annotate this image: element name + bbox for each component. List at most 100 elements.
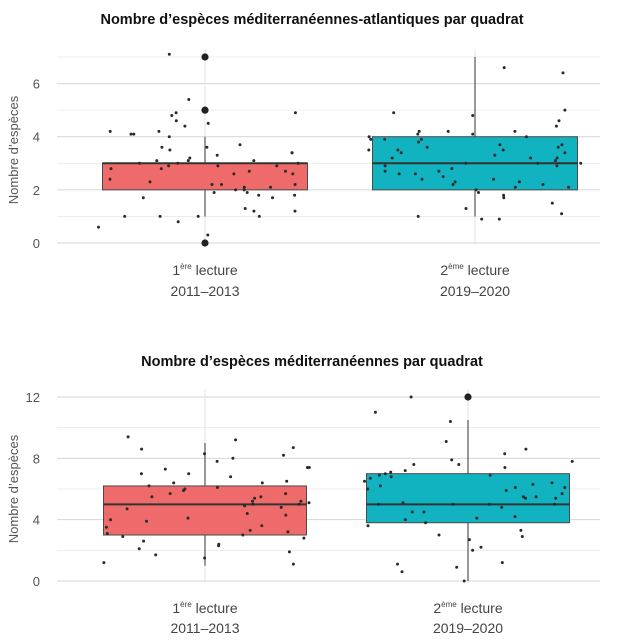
data-point <box>366 524 370 528</box>
data-point <box>503 466 507 469</box>
data-point <box>285 479 289 483</box>
outlier-point <box>464 393 472 401</box>
data-point <box>367 148 371 152</box>
x-category-period: 2019–2020 <box>433 620 503 636</box>
data-point <box>390 156 394 160</box>
data-point <box>397 172 401 176</box>
data-point <box>524 496 528 500</box>
y-axis-label: Nombre d’espèces <box>6 434 21 543</box>
data-point <box>366 487 370 491</box>
data-point <box>501 148 505 152</box>
data-point <box>168 492 172 496</box>
data-point <box>231 456 235 460</box>
data-point <box>416 214 420 218</box>
y-tick-label: 6 <box>33 77 40 92</box>
data-point <box>437 533 441 537</box>
data-point <box>493 153 497 157</box>
data-point <box>451 183 455 186</box>
data-point <box>497 217 501 221</box>
data-point <box>502 193 506 197</box>
data-point <box>554 124 558 128</box>
x-category-label: 1ère lecture <box>172 600 237 616</box>
data-point <box>378 484 382 488</box>
x-category-period: 2011–2013 <box>170 283 239 299</box>
data-point <box>471 132 475 136</box>
data-point <box>563 108 567 112</box>
data-point <box>148 180 152 184</box>
data-point <box>205 145 209 149</box>
data-point <box>170 114 174 117</box>
data-point <box>275 164 279 168</box>
data-point <box>242 188 246 192</box>
data-point <box>297 502 301 506</box>
data-point <box>241 533 245 537</box>
data-point <box>243 504 247 508</box>
data-point <box>487 502 491 506</box>
data-point <box>252 159 256 163</box>
x-category-period: 2019–2020 <box>440 283 510 299</box>
data-point <box>147 484 151 488</box>
data-point <box>450 458 454 462</box>
chart-panel-1: Nombre d’espèces méditerranéennes-atlant… <box>6 12 600 299</box>
data-point <box>167 52 171 56</box>
data-point <box>102 561 106 565</box>
data-point <box>513 129 517 133</box>
data-point <box>125 507 129 511</box>
data-point <box>413 172 417 176</box>
data-point <box>138 161 142 165</box>
data-point <box>553 159 557 163</box>
data-point <box>186 516 190 520</box>
data-point <box>403 518 407 522</box>
data-point <box>504 489 508 492</box>
data-point <box>492 177 495 181</box>
data-point <box>367 135 371 139</box>
data-point <box>554 496 558 500</box>
data-point <box>299 499 303 503</box>
data-point <box>420 177 424 181</box>
data-point <box>269 185 272 189</box>
data-point <box>282 453 285 457</box>
data-point <box>203 452 206 456</box>
data-point <box>108 129 112 133</box>
box-iqr <box>366 473 570 524</box>
data-point <box>168 148 172 152</box>
data-point <box>260 481 264 485</box>
data-point <box>253 496 257 500</box>
chart-title: Nombre d’espèces méditerranéennes par qu… <box>141 354 483 370</box>
data-point <box>257 214 261 218</box>
data-point <box>453 180 457 184</box>
data-point <box>158 214 162 218</box>
data-point <box>187 98 191 101</box>
data-point <box>383 164 387 168</box>
data-point <box>480 217 484 221</box>
data-point <box>206 233 210 237</box>
data-point <box>561 71 565 75</box>
x-category-label: 2ème lecture <box>433 600 502 616</box>
data-point <box>167 164 171 168</box>
data-point <box>109 167 113 171</box>
data-point <box>243 207 247 210</box>
data-point <box>290 151 294 155</box>
data-point <box>291 562 295 566</box>
data-point <box>437 169 441 173</box>
data-point <box>500 505 504 509</box>
data-point <box>412 463 416 466</box>
chart-panel-2: Nombre d’espèces méditerranéennes par qu… <box>6 354 600 636</box>
data-point <box>531 482 535 486</box>
box-iqr <box>103 485 307 536</box>
data-point <box>462 579 466 583</box>
data-point <box>174 111 178 115</box>
data-point <box>464 207 468 210</box>
data-point <box>471 548 475 552</box>
data-point <box>560 143 564 147</box>
data-point <box>286 530 290 534</box>
data-point <box>145 519 148 523</box>
data-point <box>541 183 545 186</box>
data-point <box>186 159 190 163</box>
data-point <box>417 140 421 144</box>
data-point <box>383 169 387 173</box>
data-point <box>137 547 141 551</box>
y-tick-label: 12 <box>26 390 40 405</box>
y-tick-label: 0 <box>33 236 40 251</box>
data-point <box>377 473 381 477</box>
